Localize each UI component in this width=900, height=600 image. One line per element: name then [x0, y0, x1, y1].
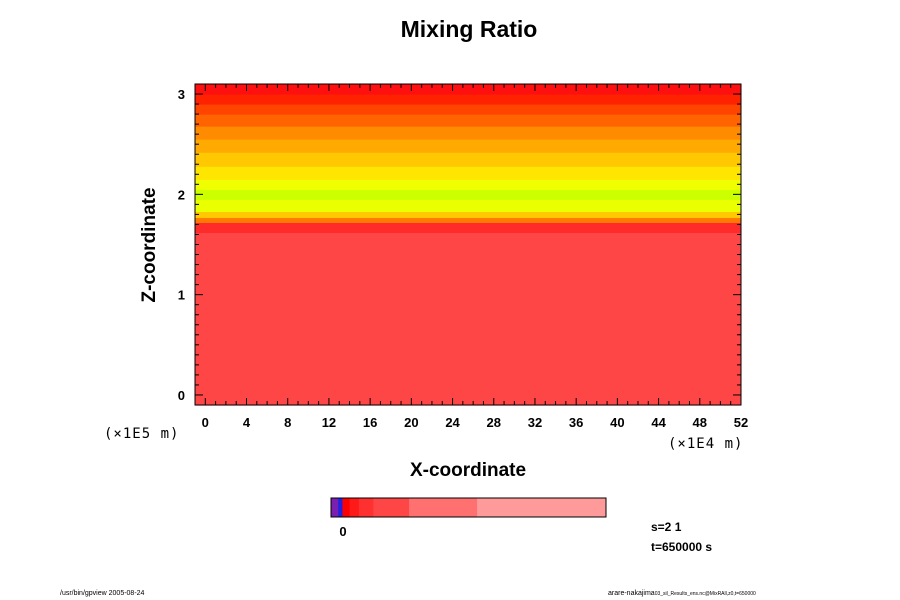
info-t: t=650000 s: [651, 540, 713, 554]
y-tick-label: 3: [178, 87, 185, 102]
contour-band-9: [195, 139, 741, 153]
x-tick-label: 12: [322, 415, 336, 430]
footer-left: /usr/bin/gpview 2005-08-24: [60, 590, 145, 597]
x-tick-label: 4: [243, 415, 251, 430]
y-tick-label: 0: [178, 388, 185, 403]
x-tick-label: 32: [528, 415, 542, 430]
colorbar-segment-5: [373, 498, 410, 517]
colorbar-segment-6: [409, 498, 478, 517]
colorbar-segment-7: [477, 498, 607, 517]
footer-right: arare-nakajima03_sil_Results_ens.nc@MixR…: [608, 590, 756, 597]
contour-band-5: [195, 189, 741, 200]
contour-band-10: [195, 126, 741, 140]
colorbar-segment-0: [331, 498, 339, 517]
colorbar-frame: [330, 497, 607, 518]
contour-band-13: [195, 94, 741, 105]
contour-band-12: [195, 104, 741, 115]
colorbar-segment-3: [349, 498, 360, 517]
contour-band-4: [195, 199, 741, 212]
colorbar-segment-2: [342, 498, 351, 517]
contour-band-2: [195, 217, 741, 223]
x-tick-label: 20: [404, 415, 418, 430]
x-tick-label: 40: [610, 415, 624, 430]
contour-band-8: [195, 152, 741, 167]
colorbar-tick-label: 0: [339, 524, 346, 539]
colorbar: 0: [330, 497, 607, 539]
contour-bands: [195, 84, 741, 406]
footer-right-small: 03_sil_Results_ens.nc@MixRAll,z0,t=65000…: [654, 591, 756, 597]
y-tick-label: 1: [178, 288, 185, 303]
x-unit-label: (×1E4 m): [668, 436, 744, 452]
footer-right-main: arare-nakajima: [608, 590, 655, 597]
x-tick-label: 48: [693, 415, 707, 430]
contour-band-3: [195, 211, 741, 218]
chart-title: Mixing Ratio: [400, 16, 538, 42]
contour-band-6: [195, 179, 741, 190]
plot-frame: [194, 83, 742, 406]
contour-band-14: [195, 84, 741, 95]
y-tick-label: 2: [178, 187, 185, 202]
x-tick-label: 24: [445, 415, 460, 430]
x-tick-label: 36: [569, 415, 583, 430]
x-tick-label: 28: [487, 415, 501, 430]
contour-band-11: [195, 114, 741, 127]
colorbar-segment-1: [338, 498, 343, 517]
colorbar-segment-4: [358, 498, 374, 517]
x-axis-label: X-coordinate: [409, 460, 527, 481]
y-unit-label: (×1E5 m): [104, 426, 180, 442]
contour-band-7: [195, 166, 741, 180]
info-s: s=2 1: [651, 520, 682, 534]
x-tick-label: 52: [734, 415, 748, 430]
x-tick-label: 0: [202, 415, 209, 430]
contour-band-1: [195, 222, 741, 233]
x-tick-label: 16: [363, 415, 377, 430]
contour-band-0: [195, 232, 741, 406]
x-tick-label: 44: [651, 415, 666, 430]
x-tick-label: 8: [284, 415, 291, 430]
